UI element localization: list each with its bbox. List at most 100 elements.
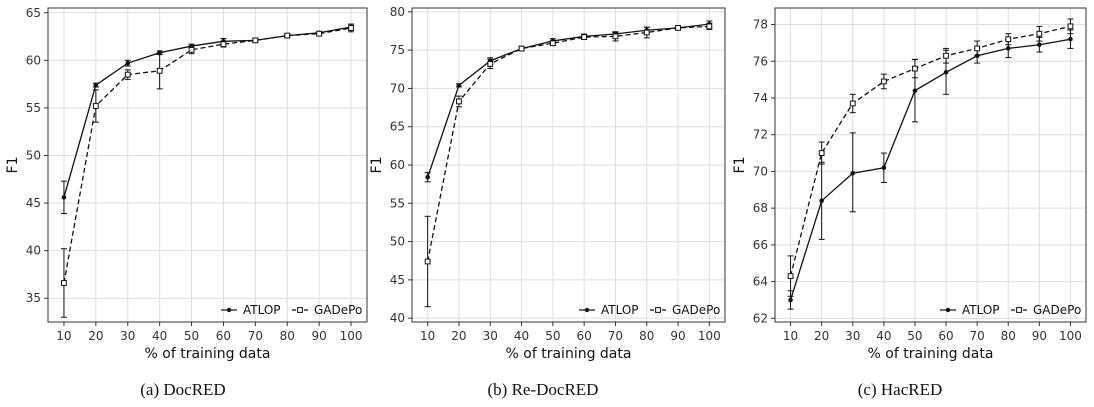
data-point-atlop [125,60,131,66]
x-tick-label: 100 [1059,329,1082,343]
legend-marker-atlop [584,307,590,313]
y-tick-label: 35 [26,291,41,305]
plot-frame [47,7,368,323]
data-point-gadepo [156,67,163,74]
data-point-gadepo [943,52,949,59]
data-point-gadepo [1036,30,1043,37]
legend-label-gadepo: GADePo [1033,303,1081,317]
x-tick-label: 20 [88,329,103,343]
y-tick-label: 40 [26,244,41,258]
y-axis-title: F1 [5,157,21,174]
x-tick-label: 30 [120,329,135,343]
data-point-gadepo [974,45,981,52]
series-atlop [787,29,1074,310]
data-point-gadepo [348,25,354,31]
y-tick-label: 50 [390,235,405,249]
data-point-gadepo [518,45,525,52]
legend-label-atlop: ATLOP [962,303,1000,317]
x-tick-label: 50 [184,329,199,343]
data-point-gadepo [912,65,918,72]
legend-marker-atlop [226,307,232,313]
data-point-gadepo [612,33,619,40]
x-tick-label: 90 [1032,329,1047,343]
data-point-atlop [881,165,887,171]
data-point-gadepo [787,273,794,279]
y-tick-label: 70 [390,81,405,95]
series-line-atlop [789,38,1071,301]
y-tick-label: 70 [753,164,768,178]
x-axis-title: % of training data [868,346,994,362]
data-point-atlop [819,198,824,204]
data-point-atlop [943,69,949,75]
data-point-gadepo [61,280,67,286]
y-tick-label: 68 [753,201,768,215]
x-tick-label: 10 [56,329,71,343]
y-tick-label: 66 [753,238,768,252]
data-point-gadepo [880,78,887,85]
data-point-atlop [912,88,918,93]
x-tick-label: 100 [698,329,721,343]
data-point-atlop [1068,36,1073,42]
series-gadepo [60,23,355,318]
x-tick-label: 50 [545,329,560,343]
data-point-gadepo [252,37,259,44]
series-line-atlop [427,23,710,178]
x-tick-label: 20 [451,329,466,343]
x-tick-label: 40 [514,329,529,343]
data-point-atlop [850,170,856,176]
series-line-gadepo [63,27,352,284]
x-axis-title: % of training data [506,346,632,362]
x-tick-label: 80 [639,329,654,343]
data-point-gadepo [643,29,650,36]
data-point-gadepo [92,103,99,109]
caption: (c) HacRED [858,380,943,399]
series-gadepo [424,22,713,308]
data-point-atlop [61,195,67,200]
data-point-gadepo [284,32,291,39]
x-tick-label: 60 [577,329,592,343]
data-point-gadepo [220,41,227,48]
legend-label-gadepo: GADePo [672,303,720,317]
data-point-gadepo [581,34,588,41]
y-tick-label: 60 [26,53,41,67]
y-tick-label: 75 [390,43,405,57]
y-tick-label: 55 [390,196,405,210]
series-atlop [424,20,713,183]
legend: ATLOP GADePo [579,303,720,317]
data-point-gadepo [316,30,323,37]
data-point-gadepo [124,71,131,78]
legend-marker-gadepo [655,307,661,313]
x-tick-label: 30 [845,329,860,343]
data-point-gadepo [706,23,713,30]
caption: (a) DocRED [140,380,225,399]
y-tick-label: 74 [753,91,768,105]
legend-label-atlop: ATLOP [601,303,639,317]
data-point-atlop [425,174,430,180]
x-tick-label: 30 [483,329,498,343]
x-tick-label: 60 [938,329,953,343]
data-point-gadepo [549,40,556,47]
x-tick-label: 10 [420,329,435,343]
data-point-gadepo [456,98,462,105]
y-tick-label: 50 [26,148,41,162]
y-tick-label: 80 [390,5,405,19]
y-tick-label: 55 [26,101,41,115]
data-point-atlop [1037,42,1042,48]
data-point-gadepo [818,150,825,156]
x-tick-label: 100 [340,329,363,343]
x-tick-label: 80 [1001,329,1016,343]
data-point-gadepo [487,61,494,67]
x-tick-label: 90 [670,329,685,343]
data-point-atlop [788,297,793,303]
legend-marker-gadepo [297,307,303,313]
x-tick-label: 40 [152,329,167,343]
data-point-gadepo [675,25,681,31]
series-line-atlop [63,26,352,198]
y-tick-label: 65 [390,120,405,134]
y-tick-label: 72 [753,128,768,142]
y-tick-label: 45 [26,196,41,210]
x-tick-label: 70 [608,329,623,343]
x-tick-label: 40 [876,329,891,343]
series-gadepo [787,18,1074,297]
